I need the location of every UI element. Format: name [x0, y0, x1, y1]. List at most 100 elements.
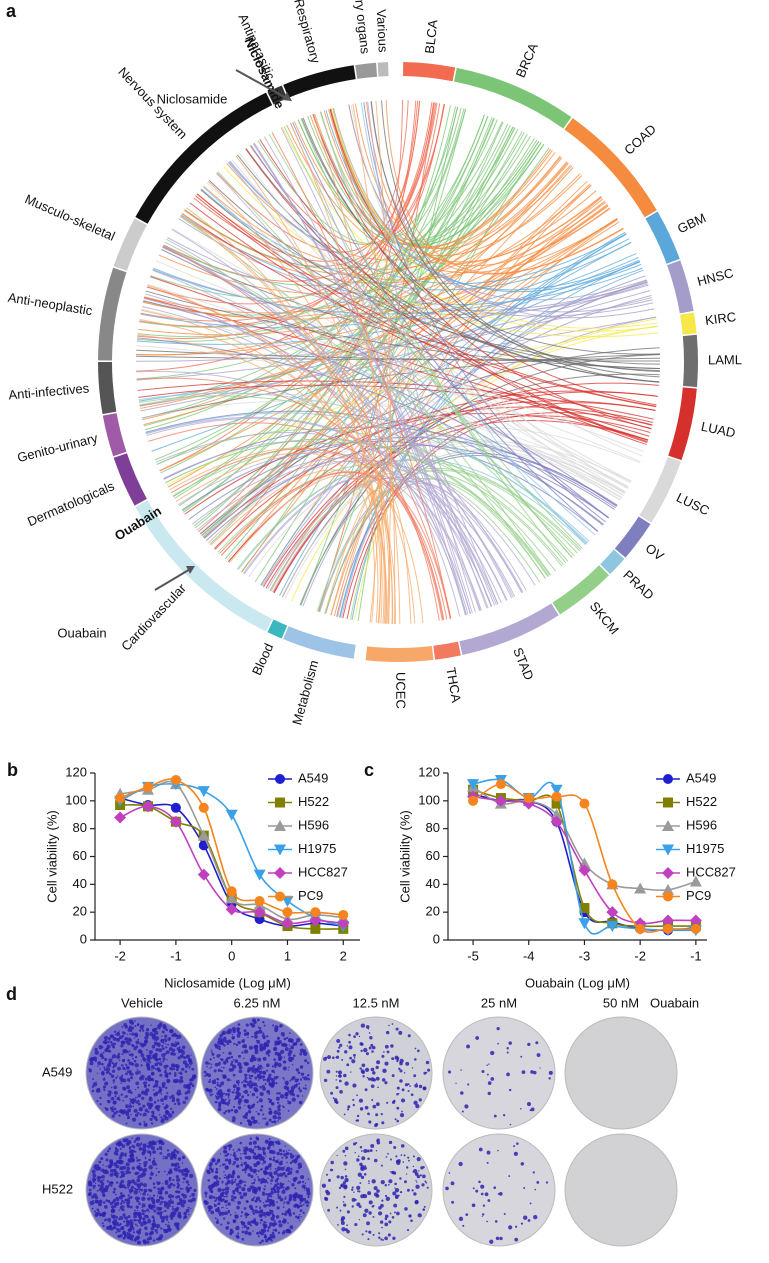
colony: [299, 1078, 303, 1081]
colony: [181, 1080, 184, 1083]
colony: [136, 1096, 139, 1098]
colony: [335, 1086, 339, 1090]
colony: [272, 1081, 276, 1085]
colony: [230, 1174, 235, 1179]
colony: [335, 1075, 338, 1077]
legend-marker: [663, 891, 673, 902]
colony: [100, 1157, 104, 1161]
colony: [268, 1111, 272, 1115]
colony: [290, 1167, 293, 1170]
colony: [88, 1182, 93, 1186]
legend-marker: [662, 867, 674, 879]
colony: [412, 1155, 415, 1158]
colony: [177, 1056, 181, 1060]
point: [495, 779, 506, 790]
colony: [238, 1069, 243, 1074]
colony: [122, 1087, 127, 1091]
colony: [240, 1158, 242, 1161]
chord: [333, 184, 592, 617]
colony: [339, 1090, 343, 1094]
colony: [495, 1236, 500, 1241]
y-tick-label: 80: [73, 820, 87, 835]
point: [142, 800, 154, 813]
colony: [129, 1205, 133, 1209]
point: [690, 923, 701, 934]
segment-label: SKCM: [587, 599, 622, 638]
colony: [140, 1064, 143, 1067]
colony: [252, 1036, 254, 1038]
colony: [217, 1202, 221, 1206]
colony: [270, 1190, 274, 1195]
colony: [243, 1148, 248, 1153]
colony: [373, 1186, 378, 1191]
colony: [243, 1181, 245, 1183]
colony: [300, 1216, 302, 1218]
colony: [94, 1047, 98, 1051]
colony: [214, 1095, 217, 1097]
colony: [257, 1112, 260, 1115]
colony: [399, 1113, 405, 1118]
colony: [111, 1214, 115, 1219]
colony: [220, 1066, 223, 1068]
colony: [383, 1051, 385, 1053]
colony: [112, 1066, 115, 1069]
colony: [365, 1025, 370, 1029]
chord: [290, 325, 658, 602]
colony: [360, 1023, 366, 1028]
segment-label: UCEC: [393, 672, 408, 709]
colony: [149, 1031, 154, 1037]
colony: [140, 1142, 142, 1144]
colony: [268, 1100, 272, 1104]
colony: [233, 1098, 237, 1101]
chord: [137, 100, 409, 339]
colony: [372, 1071, 376, 1075]
colony: [125, 1104, 129, 1109]
colony: [176, 1098, 180, 1103]
colony: [133, 1190, 138, 1195]
colony: [288, 1149, 290, 1152]
colony: [248, 1104, 251, 1108]
colony: [218, 1045, 222, 1048]
colony: [258, 1075, 263, 1080]
colony: [262, 1151, 266, 1154]
colony: [253, 1163, 255, 1165]
colony: [120, 1044, 124, 1048]
colony: [460, 1091, 464, 1095]
colony: [143, 1024, 145, 1026]
colony: [386, 1050, 390, 1054]
colony: [146, 1216, 149, 1219]
colony: [255, 1068, 260, 1073]
colony: [145, 1088, 150, 1093]
ring-segment: [98, 267, 127, 361]
colony: [354, 1152, 356, 1154]
colony: [290, 1085, 296, 1090]
colony: [458, 1161, 463, 1167]
chord: [144, 293, 461, 617]
colony: [292, 1054, 296, 1058]
colony: [186, 1189, 190, 1192]
colony: [488, 1063, 490, 1065]
colony: [287, 1069, 289, 1071]
colony: [364, 1165, 367, 1168]
point: [310, 923, 321, 934]
colony: [111, 1208, 116, 1213]
colony: [124, 1152, 127, 1155]
colony: [179, 1092, 182, 1096]
colony: [223, 1060, 227, 1065]
point: [551, 791, 562, 802]
chord: [180, 215, 381, 624]
colony: [384, 1194, 388, 1198]
colony: [276, 1186, 281, 1191]
colony: [177, 1165, 181, 1169]
chord: [219, 471, 451, 619]
colony: [153, 1041, 158, 1046]
colony: [413, 1074, 417, 1078]
colony: [134, 1024, 137, 1028]
structure-caption: Niclosamide: [157, 91, 228, 106]
colony: [506, 1051, 509, 1054]
colony: [169, 1183, 172, 1186]
colony: [158, 1045, 160, 1048]
point: [253, 869, 266, 881]
colony: [105, 1066, 108, 1068]
colony: [239, 1195, 244, 1200]
